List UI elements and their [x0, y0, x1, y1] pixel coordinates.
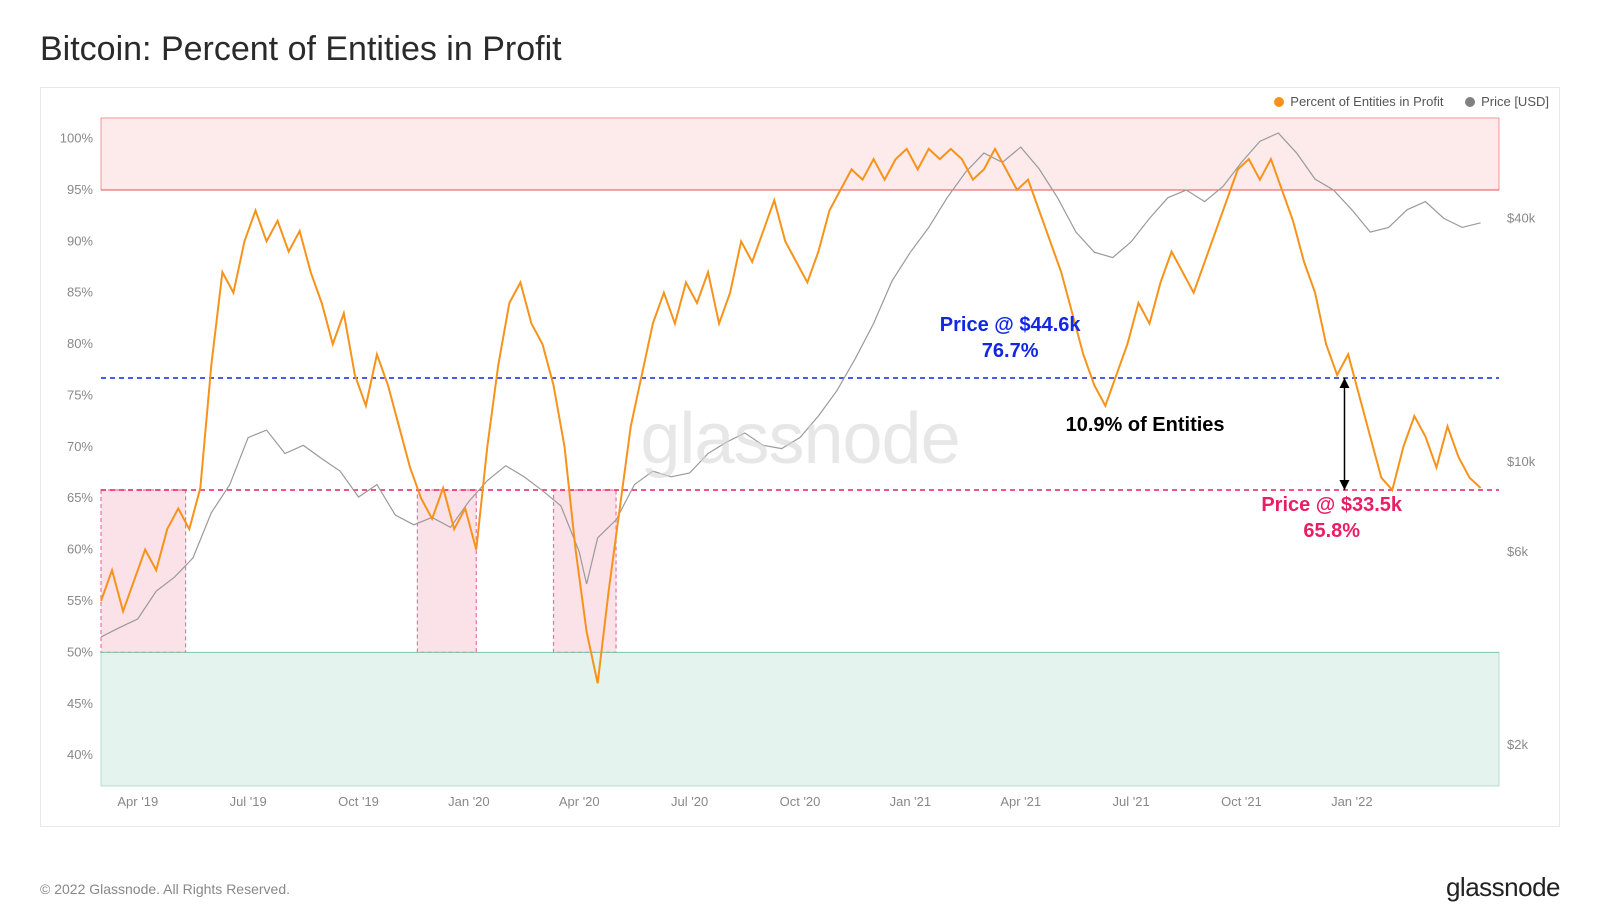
annotation: 10.9% of Entities — [1066, 412, 1225, 438]
brand-logo: glassnode — [1446, 872, 1560, 903]
legend-dot-percent — [1274, 97, 1284, 107]
svg-text:Apr '21: Apr '21 — [1000, 794, 1041, 809]
svg-text:60%: 60% — [67, 542, 93, 557]
svg-text:Apr '19: Apr '19 — [117, 794, 158, 809]
legend: Percent of Entities in Profit Price [USD… — [1256, 94, 1549, 110]
svg-text:40%: 40% — [67, 747, 93, 762]
chart-container: Percent of Entities in Profit Price [USD… — [40, 87, 1560, 827]
plot-area: 40%45%50%55%60%65%70%75%80%85%90%95%100%… — [101, 118, 1499, 786]
svg-text:90%: 90% — [67, 233, 93, 248]
svg-text:45%: 45% — [67, 696, 93, 711]
svg-text:Oct '21: Oct '21 — [1221, 794, 1262, 809]
svg-text:50%: 50% — [67, 644, 93, 659]
svg-text:Apr '20: Apr '20 — [559, 794, 600, 809]
svg-text:$2k: $2k — [1507, 737, 1528, 752]
legend-item-percent: Percent of Entities in Profit — [1274, 94, 1443, 109]
legend-label-percent: Percent of Entities in Profit — [1290, 94, 1443, 109]
svg-text:85%: 85% — [67, 285, 93, 300]
svg-text:70%: 70% — [67, 439, 93, 454]
svg-text:Jul '20: Jul '20 — [671, 794, 708, 809]
svg-text:$10k: $10k — [1507, 454, 1536, 469]
svg-text:100%: 100% — [60, 131, 94, 146]
annotation: Price @ $44.6k76.7% — [940, 312, 1081, 364]
svg-text:$40k: $40k — [1507, 210, 1536, 225]
svg-text:Oct '19: Oct '19 — [338, 794, 379, 809]
svg-text:55%: 55% — [67, 593, 93, 608]
svg-text:Jan '22: Jan '22 — [1331, 794, 1373, 809]
svg-text:75%: 75% — [67, 387, 93, 402]
annotation: Price @ $33.5k65.8% — [1261, 492, 1402, 544]
legend-label-price: Price [USD] — [1481, 94, 1549, 109]
chart-svg: 40%45%50%55%60%65%70%75%80%85%90%95%100%… — [101, 118, 1499, 786]
svg-text:80%: 80% — [67, 336, 93, 351]
svg-text:$6k: $6k — [1507, 544, 1528, 559]
svg-text:Jul '21: Jul '21 — [1113, 794, 1150, 809]
svg-text:Jul '19: Jul '19 — [230, 794, 267, 809]
legend-item-price: Price [USD] — [1465, 94, 1549, 109]
svg-text:95%: 95% — [67, 182, 93, 197]
chart-title: Bitcoin: Percent of Entities in Profit — [40, 30, 1560, 69]
legend-dot-price — [1465, 97, 1475, 107]
svg-text:Oct '20: Oct '20 — [780, 794, 821, 809]
svg-text:65%: 65% — [67, 490, 93, 505]
svg-text:Jan '20: Jan '20 — [448, 794, 490, 809]
copyright: © 2022 Glassnode. All Rights Reserved. — [40, 881, 290, 897]
svg-text:Jan '21: Jan '21 — [890, 794, 932, 809]
